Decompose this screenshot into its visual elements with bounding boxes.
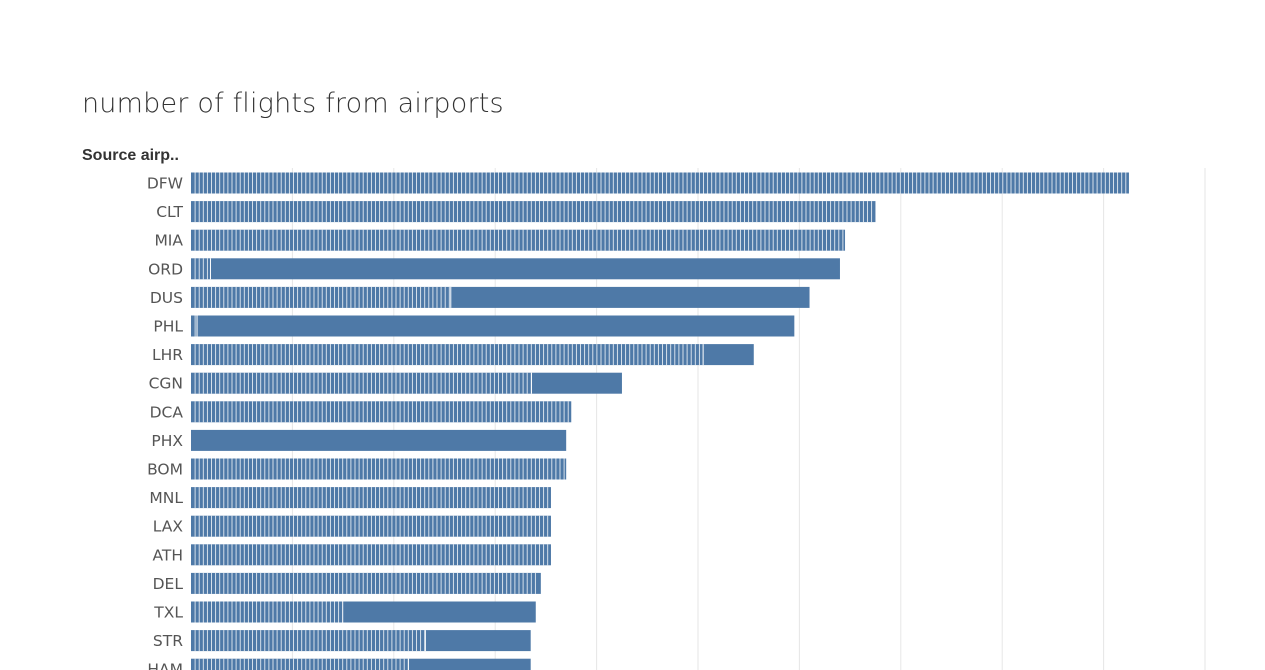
segment-separators [194, 630, 426, 652]
bar-lhr[interactable] [191, 344, 754, 366]
segment-separators [194, 658, 409, 670]
category-label-ord: ORD [148, 260, 183, 278]
category-label-del: DEL [153, 575, 184, 593]
segment-separators [194, 201, 873, 223]
bar-fill [191, 658, 531, 670]
bar-fill [191, 401, 572, 423]
bar-mia[interactable] [191, 229, 846, 251]
chart-title: number of flights from airports [82, 88, 504, 119]
bar-dus[interactable] [191, 286, 810, 308]
segment-separators [194, 487, 549, 509]
category-label-clt: CLT [156, 203, 183, 221]
category-label-phl: PHL [153, 318, 183, 336]
category-label-txl: TXL [153, 604, 183, 622]
bar-fill [191, 458, 567, 480]
bar-fill [191, 315, 795, 337]
category-label-ath: ATH [152, 546, 183, 564]
bar-fill [191, 172, 1129, 194]
segment-separators [194, 286, 452, 308]
bar-fill [191, 630, 531, 652]
category-label-dca: DCA [150, 403, 184, 421]
segment-separators [194, 544, 549, 566]
row-axis-header: Source airp.. [82, 147, 179, 164]
bar-str[interactable] [191, 630, 531, 652]
bar-fill [191, 601, 536, 623]
segment-separators [194, 515, 549, 537]
bar-cgn[interactable] [191, 372, 622, 394]
bar-fill [191, 258, 840, 280]
segment-separators [194, 572, 536, 594]
segment-separators [194, 315, 198, 337]
category-label-mnl: MNL [149, 489, 183, 507]
category-label-mia: MIA [154, 232, 183, 250]
bar-clt[interactable] [191, 201, 876, 223]
bar-fill [191, 372, 622, 394]
segment-separators [194, 458, 565, 480]
bar-fill [191, 286, 810, 308]
segment-separators [194, 344, 704, 366]
bar-ham[interactable] [191, 658, 531, 670]
segment-separators [194, 401, 569, 423]
bar-del[interactable] [191, 572, 541, 594]
bar-dfw[interactable] [191, 172, 1129, 194]
category-label-dus: DUS [150, 289, 183, 307]
bar-fill [191, 229, 846, 251]
bar-phl[interactable] [191, 315, 795, 337]
bar-fill [191, 201, 876, 223]
category-label-dfw: DFW [147, 175, 183, 193]
category-label-ham: HAM [147, 661, 183, 670]
segment-separators [194, 172, 1127, 194]
bar-lax[interactable] [191, 515, 551, 537]
bar-phx[interactable] [191, 429, 567, 451]
segment-separators [194, 601, 344, 623]
bar-mnl[interactable] [191, 487, 551, 509]
bar-ath[interactable] [191, 544, 551, 566]
bar-bom[interactable] [191, 458, 567, 480]
category-label-lhr: LHR [152, 346, 183, 364]
segment-separators [194, 372, 532, 394]
category-label-phx: PHX [151, 432, 183, 450]
segment-separators [194, 258, 211, 280]
bar-fill [191, 429, 567, 451]
category-label-cgn: CGN [149, 375, 183, 393]
bar-dca[interactable] [191, 401, 572, 423]
category-label-lax: LAX [153, 518, 184, 536]
bar-ord[interactable] [191, 258, 840, 280]
category-label-bom: BOM [147, 461, 183, 479]
bar-fill [191, 344, 754, 366]
segment-separators [194, 229, 844, 251]
category-label-str: STR [153, 632, 183, 650]
bar-txl[interactable] [191, 601, 536, 623]
bar-fill [191, 572, 541, 594]
